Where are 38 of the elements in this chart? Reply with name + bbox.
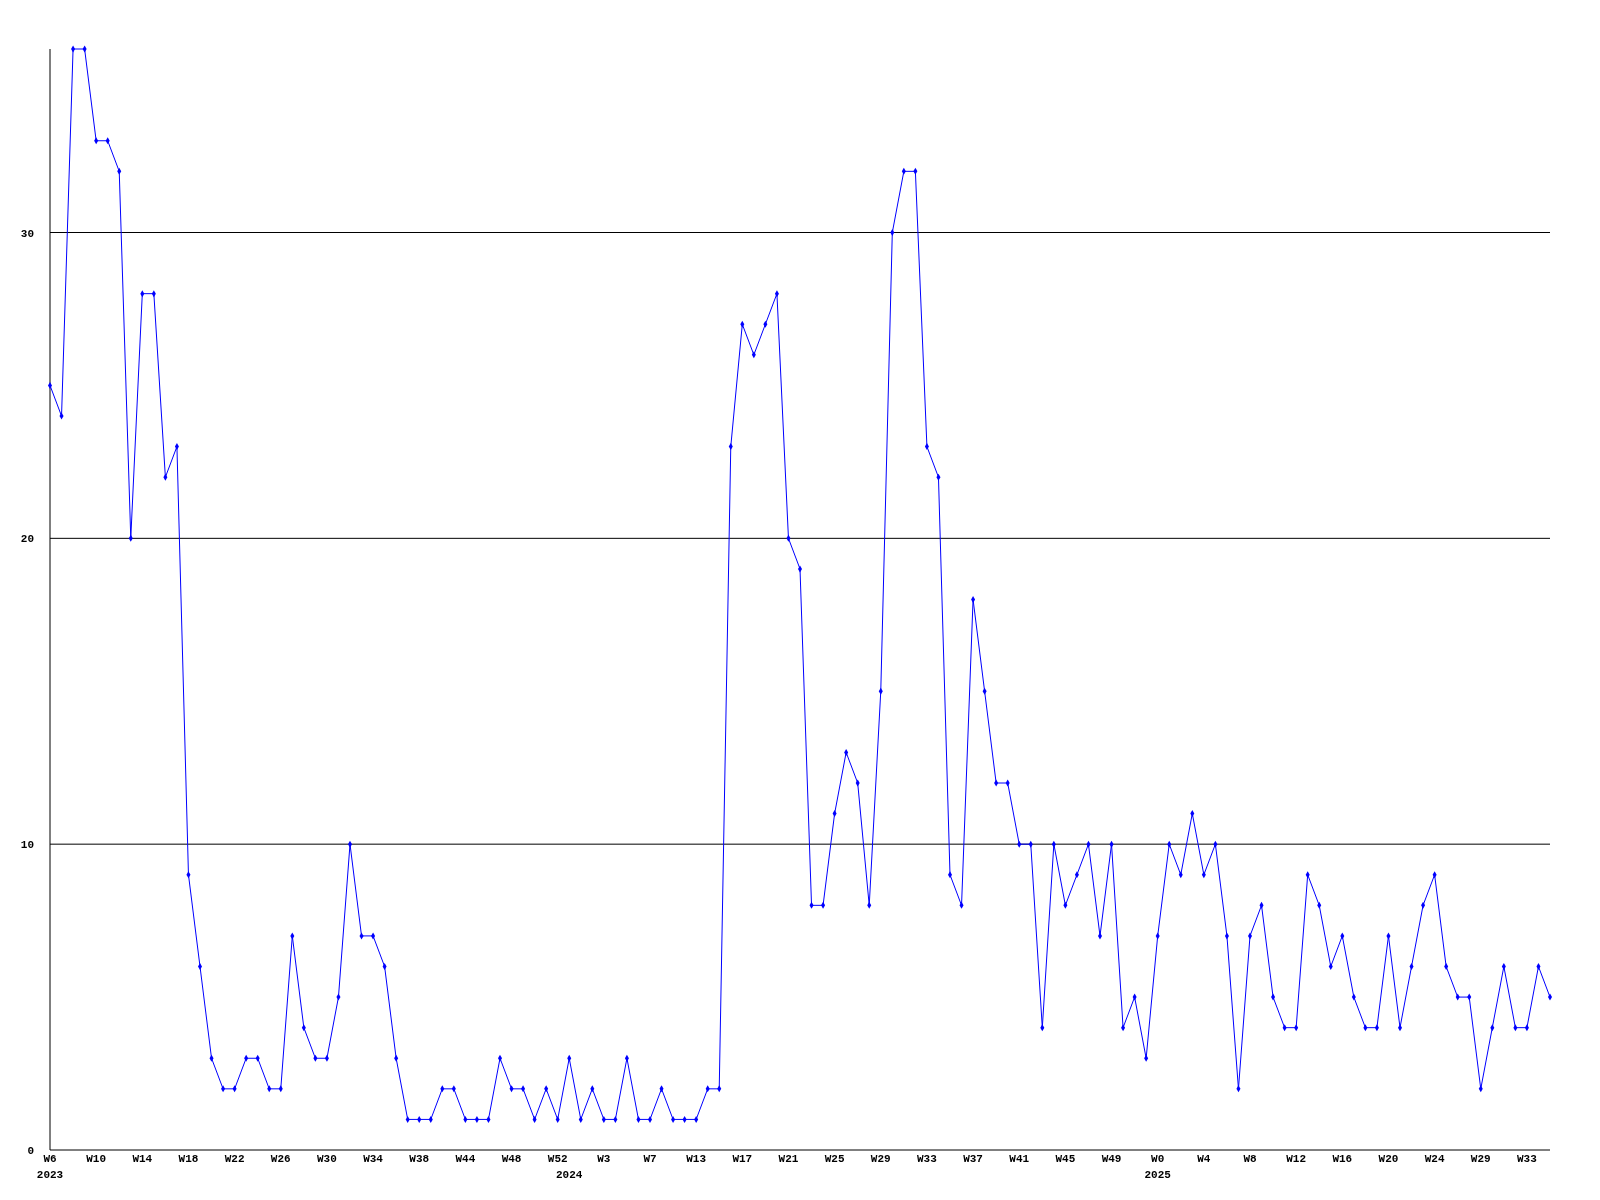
x-tick-label: W16 <box>1332 1153 1353 1165</box>
x-tick-label: W29 <box>1470 1153 1491 1165</box>
x-tick-label: W21 <box>778 1153 799 1165</box>
x-tick-label: W14 <box>132 1153 153 1165</box>
x-tick-label: W20 <box>1378 1153 1399 1165</box>
x-tick-label: W49 <box>1101 1153 1122 1165</box>
x-tick-label: W34 <box>363 1153 384 1165</box>
x-tick-label: W12 <box>1286 1153 1307 1165</box>
y-tick-label: 20 <box>20 533 34 546</box>
y-tick-label: 10 <box>20 839 34 852</box>
x-tick-label: W25 <box>824 1153 845 1165</box>
x-tick-label: W37 <box>963 1153 983 1165</box>
x-tick-label: W3 <box>597 1153 611 1165</box>
x-tick-label: W18 <box>178 1153 199 1165</box>
x-tick-label: W30 <box>317 1153 337 1165</box>
x-tick-label: 2024 <box>556 1169 583 1181</box>
x-tick-label: W29 <box>870 1153 891 1165</box>
y-tick-label: 30 <box>20 227 34 240</box>
x-tick-label: W17 <box>732 1153 753 1165</box>
x-tick-label: W7 <box>643 1153 657 1165</box>
x-tick-label: W10 <box>86 1153 107 1165</box>
x-tick-label: W6 2023 <box>36 1153 64 1181</box>
x-tick-label: W44 <box>455 1153 476 1165</box>
x-tick-label: W38 <box>409 1153 430 1165</box>
x-tick-label: W33 <box>1517 1153 1538 1165</box>
x-tick-label: W8 <box>1243 1153 1257 1165</box>
x-tick-label: W45 <box>1055 1153 1076 1165</box>
x-tick-label: W52 <box>547 1153 568 1165</box>
x-tick-label: W24 <box>1424 1153 1445 1165</box>
x-tick-label: W26 <box>270 1153 291 1165</box>
x-tick-label: W41 <box>1009 1153 1030 1165</box>
x-tick-label: W13 <box>686 1153 707 1165</box>
x-tick-label: W48 <box>501 1153 522 1165</box>
x-tick-label: W22 <box>224 1153 245 1165</box>
x-tick-label: W0 2025 <box>1144 1153 1172 1181</box>
x-tick-label: W4 <box>1197 1153 1211 1165</box>
x-tick-label: W33 <box>917 1153 938 1165</box>
y-tick-label: 0 <box>27 1145 34 1157</box>
